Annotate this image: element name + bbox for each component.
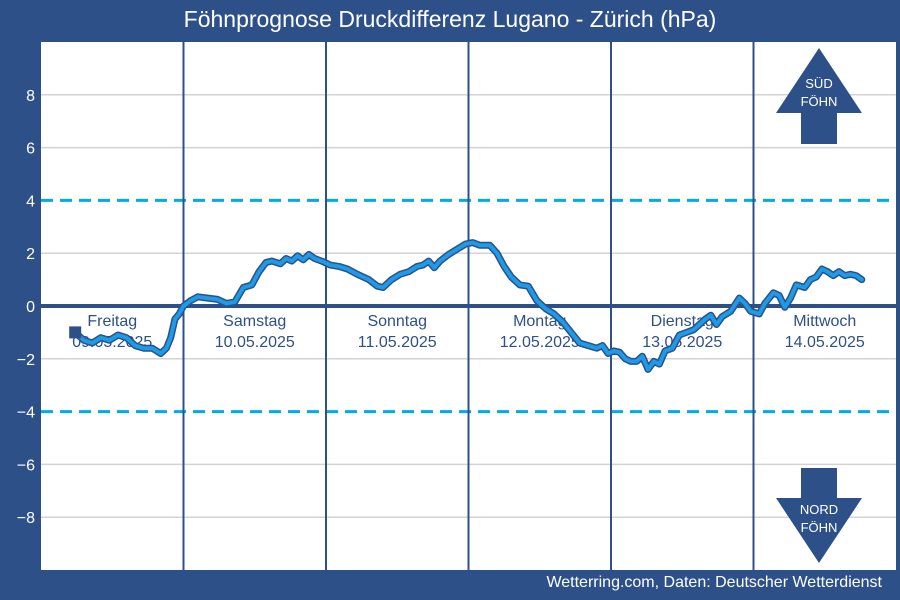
day-name-label: Mittwoch [793,313,856,330]
data-source: Wetterring.com, Daten: Deutscher Wetterd… [546,574,882,591]
day-name-label: Samstag [223,313,286,330]
y-tick-label: 0 [26,299,35,316]
nord-foehn-indicator: NORD FÖHN [776,468,862,563]
day-name-label: Sonntag [367,313,427,330]
day-date-label: 12.05.2025 [500,334,580,351]
day-name-label: Freitag [87,313,137,330]
day-date-label: 14.05.2025 [785,334,865,351]
start-marker [69,326,82,339]
y-tick-label: 8 [26,88,35,105]
y-tick-label: −8 [17,510,35,527]
day-date-label: 13.05.2025 [642,334,722,351]
day-date-label: 11.05.2025 [358,334,437,351]
day-date-label: 10.05.2025 [215,334,295,351]
y-axis-ticks: 8 6 4 2 0 −2 −4 −6 −8 [17,88,35,527]
y-tick-label: −6 [17,457,35,474]
y-tick-label: 2 [26,246,35,263]
y-tick-label: 4 [26,193,35,210]
sued-label: SÜD [805,76,832,91]
series-line [73,240,864,372]
arrow-down-icon [776,468,862,563]
y-tick-label: −2 [17,352,35,369]
y-tick-label: −4 [17,405,35,422]
nord-foehn-label: FÖHN [801,520,838,535]
series-pressure-difference [69,239,866,373]
sued-foehn-label: FÖHN [801,94,838,109]
arrow-up-icon [776,48,862,144]
sued-foehn-indicator: SÜD FÖHN [776,48,862,144]
nord-label: NORD [800,502,838,517]
y-tick-label: 6 [26,141,35,158]
chart-title: Föhnprognose Druckdifferenz Lugano - Zür… [183,6,717,32]
